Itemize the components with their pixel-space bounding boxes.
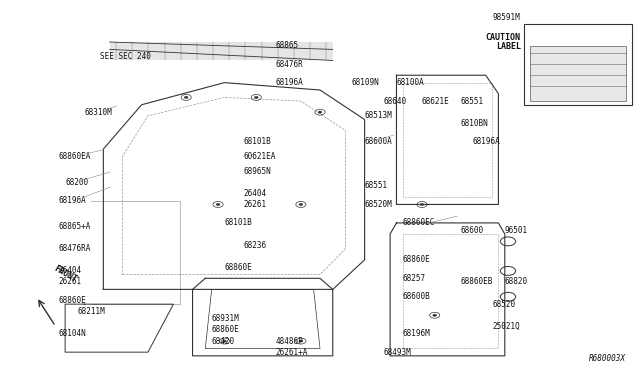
Text: 68931M: 68931M [212, 314, 239, 323]
Text: 68600: 68600 [460, 226, 483, 235]
Text: 68551: 68551 [460, 97, 483, 106]
Text: 68860EC: 68860EC [403, 218, 435, 227]
Text: 68196A: 68196A [275, 78, 303, 87]
Text: 68196A: 68196A [473, 137, 500, 146]
Text: 68865+A: 68865+A [59, 222, 91, 231]
Text: R680003X: R680003X [589, 354, 626, 363]
Text: 48486P: 48486P [275, 337, 303, 346]
Text: 68200: 68200 [65, 178, 88, 187]
Text: 68310M: 68310M [84, 108, 112, 117]
Text: 68865: 68865 [275, 41, 298, 50]
Text: 68520: 68520 [492, 300, 515, 309]
Text: 60621EA: 60621EA [244, 152, 276, 161]
Text: 68257: 68257 [403, 274, 426, 283]
Text: 68640: 68640 [384, 97, 407, 106]
Text: 6810BN: 6810BN [460, 119, 488, 128]
Bar [524, 23, 632, 105]
Text: 68965N: 68965N [244, 167, 271, 176]
Text: 68621E: 68621E [422, 97, 450, 106]
Text: 68860E: 68860E [403, 255, 431, 264]
Text: CAUTION: CAUTION [486, 33, 521, 42]
Text: 68476RA: 68476RA [59, 244, 91, 253]
Text: 26404: 26404 [244, 189, 267, 198]
Text: 68600B: 68600B [403, 292, 431, 301]
Text: 68551: 68551 [365, 182, 388, 190]
Text: 68196M: 68196M [403, 329, 431, 338]
Text: 96501: 96501 [505, 226, 528, 235]
Circle shape [420, 203, 424, 206]
Text: 68520M: 68520M [365, 200, 392, 209]
Text: FRONT: FRONT [52, 264, 79, 284]
Text: 26261: 26261 [59, 278, 82, 286]
Text: 68211M: 68211M [78, 307, 106, 316]
Circle shape [299, 203, 303, 206]
Text: 26261+A: 26261+A [275, 348, 308, 357]
Text: SEE SEC 240: SEE SEC 240 [100, 52, 151, 61]
Text: 68100A: 68100A [396, 78, 424, 87]
Text: 68820: 68820 [505, 278, 528, 286]
Circle shape [223, 340, 227, 342]
Text: 68860EB: 68860EB [460, 278, 493, 286]
Text: 68860E: 68860E [225, 263, 252, 272]
Text: 68860E: 68860E [59, 296, 86, 305]
Text: 25021Q: 25021Q [492, 322, 520, 331]
Text: 68236: 68236 [244, 241, 267, 250]
Text: 68600A: 68600A [365, 137, 392, 146]
Text: 98591M: 98591M [493, 13, 521, 22]
Text: 68101B: 68101B [225, 218, 252, 227]
Bar [531, 46, 626, 101]
Circle shape [184, 96, 188, 99]
Circle shape [216, 203, 220, 206]
Circle shape [433, 314, 436, 316]
Text: 68493M: 68493M [384, 348, 412, 357]
Text: 68196A: 68196A [59, 196, 86, 205]
Circle shape [299, 340, 303, 342]
Text: 68476R: 68476R [275, 60, 303, 69]
Text: 68420: 68420 [212, 337, 235, 346]
Text: 68109N: 68109N [352, 78, 380, 87]
Circle shape [254, 96, 258, 99]
Text: 68513M: 68513M [365, 111, 392, 121]
Text: 68104N: 68104N [59, 329, 86, 338]
Text: LABEL: LABEL [496, 42, 521, 51]
Text: 26404: 26404 [59, 266, 82, 275]
Text: 68101B: 68101B [244, 137, 271, 146]
Circle shape [318, 111, 322, 113]
Text: 26261: 26261 [244, 200, 267, 209]
Text: 68860E: 68860E [212, 326, 239, 334]
Text: 68860EA: 68860EA [59, 152, 91, 161]
